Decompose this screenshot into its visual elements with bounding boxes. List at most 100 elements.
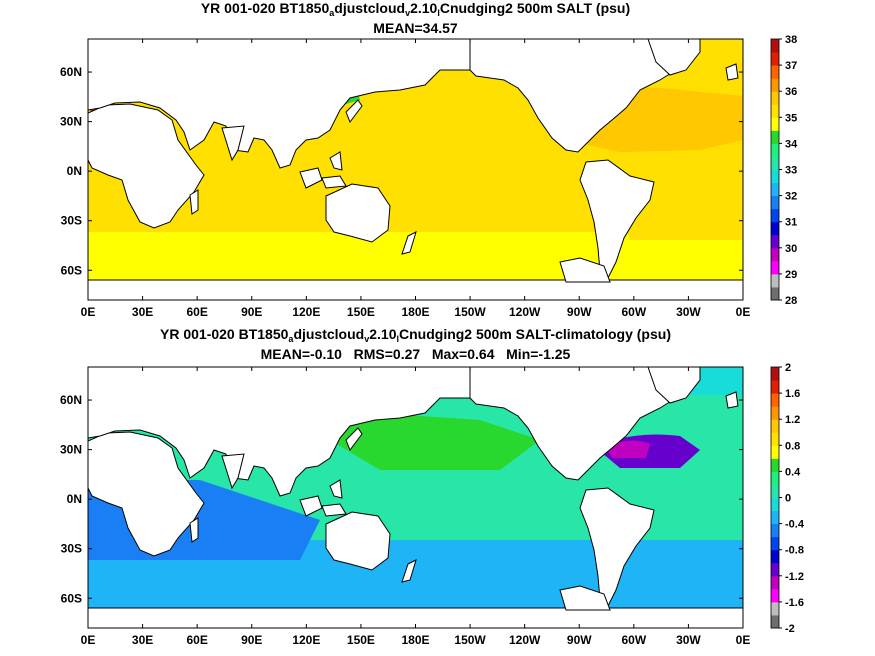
colorbar-segment: [771, 221, 779, 236]
x-tick-label: 120W: [509, 633, 541, 647]
colorbar-segment: [771, 380, 779, 394]
colorbar-segment: [771, 52, 779, 66]
colorbar-segment: [771, 484, 779, 498]
colorbar-segment: [771, 39, 779, 53]
x-tick-label: 30E: [132, 633, 153, 647]
x-tick-label: 90W: [567, 305, 592, 319]
colorbar-label: 0.4: [785, 466, 801, 478]
colorbar-label: 34: [785, 138, 798, 150]
y-tick-label: 30S: [61, 214, 82, 228]
colorbar-segment: [771, 367, 779, 381]
colorbar-segment: [771, 182, 779, 197]
x-tick-label: 120E: [292, 633, 320, 647]
colorbar-segment: [771, 65, 779, 79]
colorbar-segment: [771, 445, 779, 459]
y-tick-label: 0N: [67, 492, 82, 506]
x-tick-label: 150E: [347, 305, 375, 319]
colorbar-segment: [771, 562, 779, 577]
colorbar-segment: [771, 601, 779, 616]
top-subtitle: MEAN=34.57: [373, 20, 458, 36]
y-tick-label: 30N: [60, 443, 82, 457]
colorbar-label: 0.8: [785, 440, 800, 452]
y-tick-label: 60S: [61, 591, 82, 605]
colorbar-label: 29: [785, 269, 797, 281]
colorbar-label: -0.4: [785, 519, 805, 531]
colorbar-label: -1.2: [785, 571, 804, 583]
top-title: YR 001-020 BT1850adjustcloudv2.10lCnudgi…: [200, 0, 631, 18]
colorbar-label: 0: [785, 493, 791, 505]
region-1-7: [330, 410, 540, 470]
colorbar-segment: [771, 432, 779, 446]
colorbar-segment: [771, 208, 779, 223]
bottom-title: YR 001-020 BT1850adjustcloudv2.10lCnudgi…: [160, 326, 671, 344]
x-tick-label: 0E: [81, 305, 96, 319]
x-tick-label: 90E: [241, 633, 262, 647]
colorbar-segment: [771, 117, 779, 131]
colorbar-label: 33: [785, 165, 797, 177]
x-tick-label: 0E: [736, 305, 751, 319]
x-tick-label: 30W: [676, 633, 701, 647]
colorbar-segment: [771, 458, 779, 472]
colorbar-segment: [771, 260, 779, 275]
y-tick-label: 30S: [61, 542, 82, 556]
colorbar-segment: [771, 273, 779, 288]
colorbar-label: 38: [785, 34, 797, 46]
colorbar-label: -0.8: [785, 545, 804, 557]
x-tick-label: 0E: [81, 633, 96, 647]
colorbar-segment: [771, 549, 779, 564]
y-tick-label: 0N: [67, 164, 82, 178]
colorbar-segment: [771, 406, 779, 420]
salt-anomaly-map-panel: [88, 367, 743, 628]
colorbar-label: 37: [785, 60, 797, 72]
colorbar-segment: [771, 143, 779, 157]
x-tick-label: 30W: [676, 305, 701, 319]
x-tick-label: 180E: [401, 305, 429, 319]
x-tick-label: 60W: [621, 633, 646, 647]
colorbar-segment: [771, 471, 779, 485]
colorbar-segment: [771, 497, 779, 512]
colorbar-segment: [771, 78, 779, 92]
colorbar-segment: [771, 286, 779, 301]
x-tick-label: 60E: [186, 633, 207, 647]
x-tick-label: 60E: [186, 305, 207, 319]
colorbar-label: 36: [785, 86, 797, 98]
colorbar-label: -1.6: [785, 597, 804, 609]
salt-map-panel: [88, 39, 743, 300]
colorbar-segment: [771, 91, 779, 105]
x-tick-label: 90W: [567, 633, 592, 647]
colorbar-segment: [771, 104, 779, 118]
colorbar-segment: [771, 234, 779, 249]
x-tick-label: 30E: [132, 305, 153, 319]
x-tick-label: 150W: [454, 633, 486, 647]
colorbar-label: 1.6: [785, 388, 800, 400]
x-tick-label: 120W: [509, 305, 541, 319]
colorbar-label: 1.2: [785, 414, 800, 426]
colorbar-label: 31: [785, 217, 797, 229]
colorbar-label: 32: [785, 191, 797, 203]
y-tick-label: 60N: [60, 65, 82, 79]
colorbar-segment: [771, 536, 779, 551]
x-tick-label: 180E: [401, 633, 429, 647]
colorbar-segment: [771, 156, 779, 170]
colorbar-segment: [771, 247, 779, 262]
colorbar-segment: [771, 575, 779, 590]
colorbar-segment: [771, 588, 779, 603]
colorbar-label: -2: [785, 623, 795, 635]
x-tick-label: 150E: [347, 633, 375, 647]
colorbar-segment: [771, 169, 779, 184]
colorbar-label: 2: [785, 362, 791, 374]
y-tick-label: 30N: [60, 115, 82, 129]
bottom-subtitle: MEAN=-0.10 RMS=0.27 Max=0.64 Min=-1.25: [260, 346, 571, 362]
colorbar-segment: [771, 419, 779, 433]
x-tick-label: 0E: [736, 633, 751, 647]
colorbar-segment: [771, 510, 779, 525]
colorbar-label: 35: [785, 112, 797, 124]
x-tick-label: 90E: [241, 305, 262, 319]
region-1-6: [606, 440, 650, 458]
colorbar-label: 30: [785, 243, 797, 255]
colorbar-segment: [771, 523, 779, 538]
colorbar-segment: [771, 130, 779, 144]
y-tick-label: 60S: [61, 263, 82, 277]
y-tick-label: 60N: [60, 393, 82, 407]
